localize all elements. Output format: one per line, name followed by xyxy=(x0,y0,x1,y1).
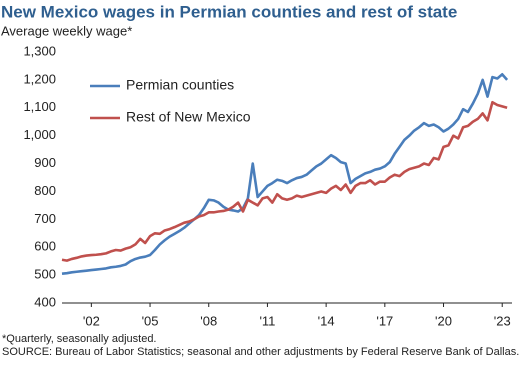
notes: *Quarterly, seasonally adjusted. SOURCE:… xyxy=(2,333,522,358)
y-tick-label: 1,300 xyxy=(23,43,56,58)
legend-label: Rest of New Mexico xyxy=(126,109,251,125)
y-tick-label: 700 xyxy=(34,211,56,226)
y-tick-label: 500 xyxy=(34,267,56,282)
x-tick-label: '23 xyxy=(494,313,511,328)
legend-label: Permian counties xyxy=(126,77,234,93)
x-tick-label: '20 xyxy=(435,313,452,328)
chart-subtitle: Average weekly wage* xyxy=(1,23,132,38)
y-tick-label: 1,200 xyxy=(23,71,56,86)
y-tick-label: 800 xyxy=(34,183,56,198)
y-tick-label: 1,100 xyxy=(23,99,56,114)
footnote: *Quarterly, seasonally adjusted. xyxy=(2,333,157,345)
series-line xyxy=(61,73,509,276)
series-line xyxy=(61,100,508,262)
x-tick-label: '11 xyxy=(259,313,275,328)
x-tick-label: '02 xyxy=(83,313,100,328)
x-tick-label: '05 xyxy=(142,313,159,328)
chart: New Mexico wages in Permian counties and… xyxy=(1,2,512,328)
y-tick-label: 1,000 xyxy=(23,127,56,142)
source-note: SOURCE: Bureau of Labor Statistics; seas… xyxy=(2,345,520,358)
y-tick-label: 900 xyxy=(34,155,56,170)
y-tick-label: 600 xyxy=(34,239,56,254)
x-tick-label: '17 xyxy=(376,313,393,328)
x-tick-label: '08 xyxy=(200,313,217,328)
y-tick-label: 400 xyxy=(34,294,56,309)
chart-title: New Mexico wages in Permian counties and… xyxy=(1,2,457,21)
x-tick-label: '14 xyxy=(318,313,335,328)
